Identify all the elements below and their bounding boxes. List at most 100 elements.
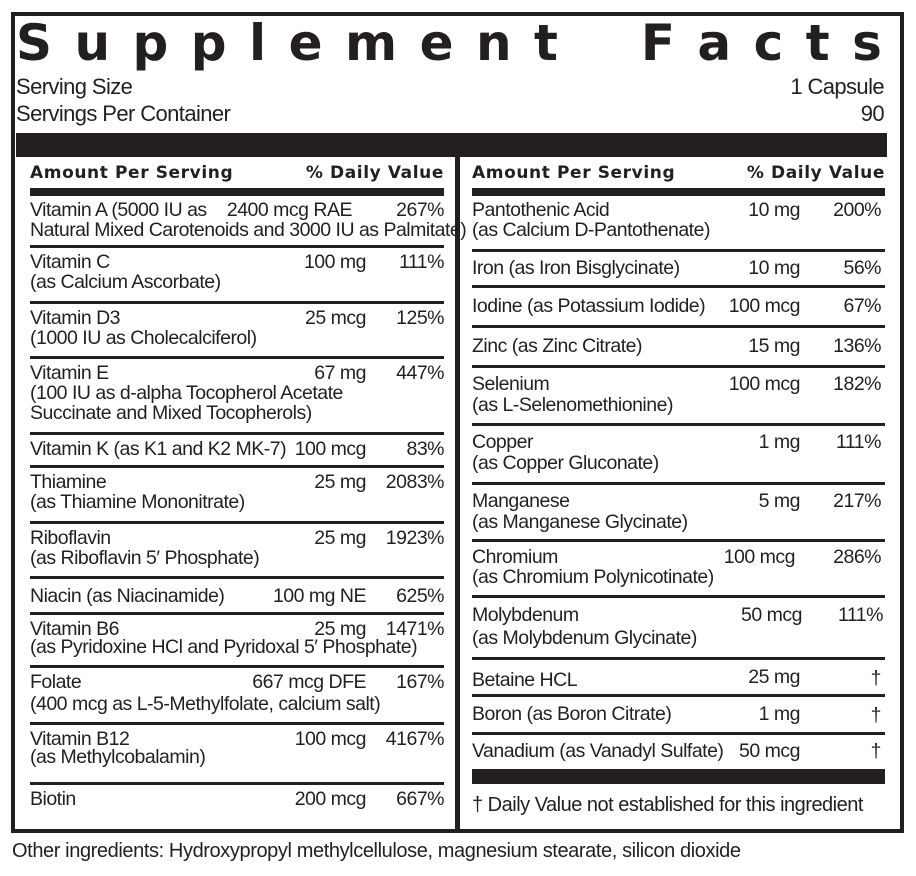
title-letter: t — [534, 14, 558, 72]
nutrient-daily-value: 111% — [399, 251, 444, 273]
nutrient-amount: 15 mg — [748, 335, 800, 357]
nutrient-row: Vitamin E 67 mg 447% (100 IU as d-alpha … — [30, 359, 444, 435]
nutrient-name: Vitamin D3 — [30, 307, 121, 329]
nutrient-daily-value: 111% — [836, 431, 881, 453]
amount-per-serving-heading: Amount Per Serving — [30, 163, 234, 183]
nutrient-name: Vitamin A (5000 IU as — [30, 199, 207, 221]
nutrient-amount: 1 mg — [758, 431, 801, 453]
header-rule — [16, 133, 887, 157]
nutrient-name: Pantothenic Acid — [472, 199, 610, 221]
nutrient-name: Manganese — [472, 490, 570, 512]
nutrient-amount: 100 mcg — [728, 295, 801, 317]
title-letter: F — [640, 14, 675, 72]
nutrient-daily-value: 625% — [396, 585, 444, 607]
column-header: Amount Per Serving % Daily Value — [472, 157, 885, 196]
title-letter: u — [74, 14, 111, 72]
serving-size-value: 1 Capsule — [790, 74, 884, 99]
title-letter: c — [753, 14, 784, 72]
nutrient-amount: 50 mcg — [741, 604, 802, 626]
nutrient-name: Chromium — [472, 546, 558, 568]
nutrient-row: Biotin 200 mcg 667% — [30, 785, 444, 819]
nutrient-amount: 1 mg — [758, 703, 801, 725]
nutrient-daily-value: 83% — [406, 438, 444, 460]
nutrient-source: (as Calcium Ascorbate) — [30, 271, 221, 293]
title-letter: p — [132, 14, 169, 72]
title-letter: n — [475, 14, 512, 72]
nutrient-source: (as Copper Gluconate) — [472, 452, 659, 474]
nutrient-amount: 100 mcg — [294, 438, 367, 460]
nutrient-amount: 25 mg — [314, 618, 366, 640]
column-header: Amount Per Serving % Daily Value — [30, 157, 444, 196]
nutrient-row: Vitamin B6 25 mg 1471% (as Pyridoxine HC… — [30, 615, 445, 668]
title-letter: e — [419, 14, 454, 72]
nutrient-source: (as Pyridoxine HCl and Pyridoxal 5′ Phos… — [30, 636, 418, 658]
panel-title: S u p p l e m e n t F a c t s — [16, 14, 882, 72]
nutrient-source: (400 mcg as L-5-Methylfolate, calcium sa… — [30, 693, 381, 715]
nutrient-daily-value: 67% — [843, 295, 881, 317]
nutrient-row: Manganese 5 mg 217% (as Manganese Glycin… — [472, 485, 885, 542]
nutrient-amount: 100 mcg — [728, 373, 801, 395]
title-letter: m — [345, 14, 398, 72]
nutrient-source: (1000 IU as Cholecalciferol) — [30, 327, 257, 349]
nutrient-row: Riboflavin 25 mg 1923% (as Riboflavin 5′… — [30, 524, 445, 579]
nutrient-row: Vitamin D3 25 mcg 125% (1000 IU as Chole… — [30, 304, 444, 359]
nutrient-name: Biotin — [30, 788, 76, 810]
nutrient-amount: 25 mg — [314, 527, 366, 549]
nutrient-daily-value: 1923% — [385, 527, 445, 549]
servings-per-container-row: Servings Per Container 90 — [16, 101, 885, 126]
serving-size-label: Serving Size — [16, 74, 133, 99]
nutrient-name: Molybdenum — [472, 604, 579, 626]
nutrient-name: Vitamin K (as K1 and K2 MK-7) — [30, 438, 287, 460]
nutrient-source-continued: Succinate and Mixed Tocopherols) — [30, 402, 312, 424]
nutrient-row: Iron (as Iron Bisglycinate) 10 mg 56% — [472, 252, 885, 288]
nutrient-name: Vitamin B6 — [30, 618, 119, 640]
serving-size-row: Serving Size 1 Capsule — [16, 74, 885, 99]
title-letter: e — [288, 14, 323, 72]
nutrient-source: (as Molybdenum Glycinate) — [472, 627, 697, 649]
daily-value-footnote: † Daily Value not established for this i… — [472, 794, 863, 816]
nutrient-source: (100 IU as d-alpha Tocopherol Acetate — [30, 382, 343, 404]
title-letter: p — [190, 14, 227, 72]
nutrient-row: Pantothenic Acid 10 mg 200% (as Calcium … — [472, 196, 885, 252]
nutrient-row: Molybdenum 50 mcg 111% (as Molybdenum Gl… — [472, 598, 885, 660]
nutrient-amount: 100 mg NE — [272, 585, 367, 607]
nutrient-name: Copper — [472, 431, 533, 453]
nutrient-daily-value: 182% — [833, 373, 881, 395]
nutrient-amount: 100 mg — [303, 251, 367, 273]
nutrient-row: Betaine HCL 25 mg † — [472, 660, 885, 697]
amount-per-serving-heading: Amount Per Serving — [472, 163, 676, 183]
nutrient-row: Niacin (as Niacinamide) 100 mg NE 625% — [30, 579, 444, 615]
nutrient-daily-value: 125% — [396, 307, 444, 329]
footnote-rule — [472, 769, 885, 784]
nutrient-daily-value: 200% — [833, 199, 881, 221]
nutrient-name: Selenium — [472, 373, 550, 395]
nutrient-row: Chromium 100 mcg 286% (as Chromium Polyn… — [472, 542, 885, 598]
nutrient-name: Riboflavin — [30, 527, 111, 549]
nutrient-row: Thiamine 25 mg 2083% (as Thiamine Mononi… — [30, 468, 445, 524]
nutrient-source: (as Methylcobalamin) — [30, 746, 206, 768]
nutrient-amount: 100 mcg — [294, 728, 367, 750]
nutrient-source: (as Riboflavin 5′ Phosphate) — [30, 547, 260, 569]
servings-per-container-label: Servings Per Container — [16, 101, 231, 126]
nutrient-amount: 2400 mcg RAE — [226, 199, 353, 221]
nutrient-daily-value: 667% — [396, 788, 444, 810]
nutrient-row: Vitamin B12 100 mcg 4167% (as Methylcoba… — [30, 725, 445, 785]
nutrient-amount: 25 mg — [748, 666, 800, 688]
nutrient-name: Vitamin E — [30, 362, 109, 384]
nutrient-source: (as Chromium Polynicotinate) — [472, 566, 714, 588]
nutrient-row: Iodine (as Potassium Iodide) 100 mcg 67% — [472, 288, 885, 328]
dagger-mark: † — [870, 667, 882, 689]
nutrient-name: Niacin (as Niacinamide) — [30, 585, 225, 607]
nutrient-name: Betaine HCL — [472, 669, 578, 691]
title-letter: S — [16, 14, 53, 72]
nutrient-name: Vanadium (as Vanadyl Sulfate) — [472, 740, 724, 762]
nutrient-name: Iodine (as Potassium Iodide) — [472, 295, 706, 317]
nutrient-amount: 10 mg — [748, 257, 800, 279]
title-letter: a — [697, 14, 732, 72]
daily-value-heading: % Daily Value — [305, 163, 444, 183]
nutrient-amount: 50 mcg — [739, 740, 800, 762]
nutrient-daily-value: 217% — [833, 490, 881, 512]
title-letter: s — [852, 14, 882, 72]
servings-per-container-value: 90 — [860, 101, 885, 126]
title-letter: t — [805, 14, 830, 72]
